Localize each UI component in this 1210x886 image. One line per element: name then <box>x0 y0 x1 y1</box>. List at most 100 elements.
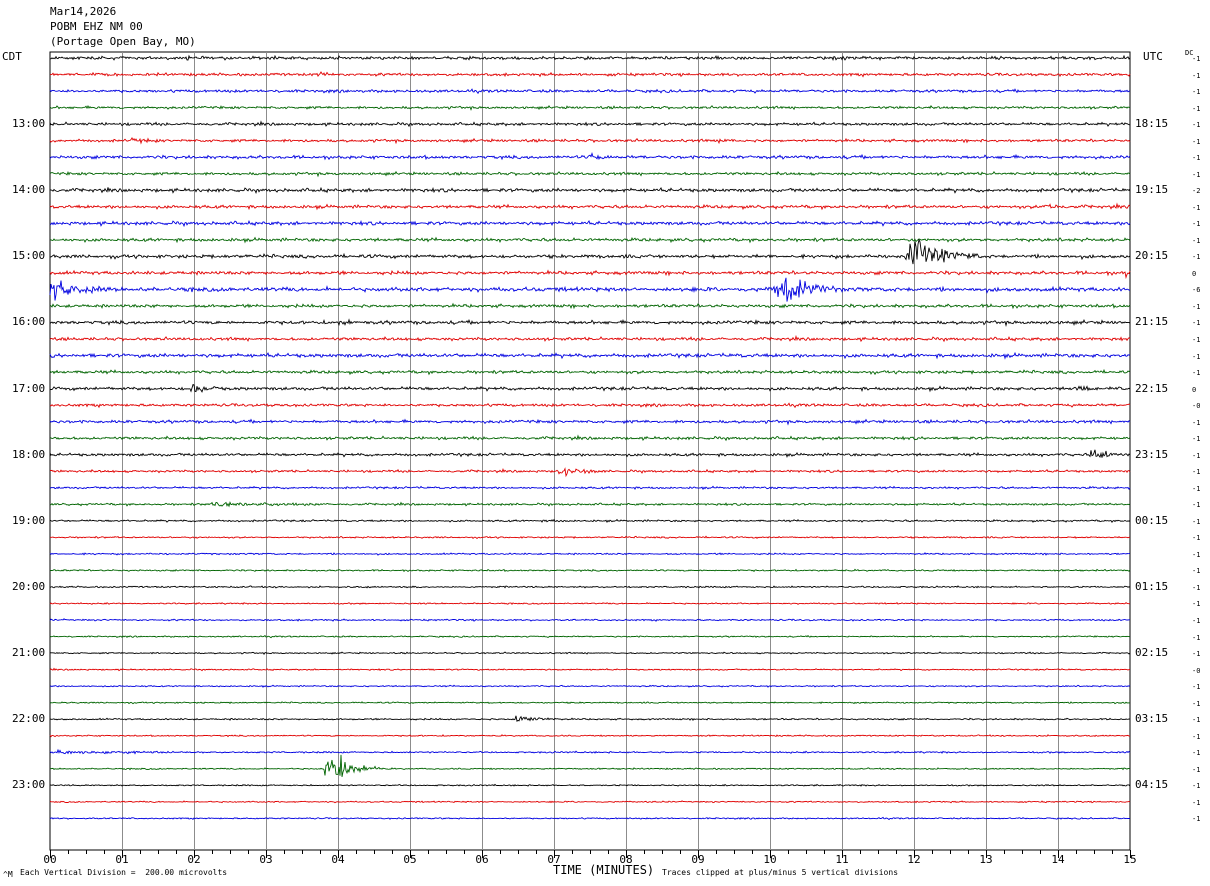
dc-offset-value: -6 <box>1192 286 1201 294</box>
trace-row <box>49 568 1131 573</box>
x-tick-label: 11 <box>835 853 848 866</box>
left-hour-label: 18:00 <box>12 448 46 461</box>
trace-row <box>49 684 1131 688</box>
trace-row <box>49 734 1130 738</box>
dc-offset-value: -1 <box>1192 303 1201 311</box>
left-hour-label: 19:00 <box>12 514 46 527</box>
trace-row <box>49 351 1131 360</box>
x-tick-label: 01 <box>115 853 128 866</box>
trace-row <box>49 651 1131 655</box>
trace-row <box>49 277 1131 302</box>
right-hour-label: 02:15 <box>1135 646 1169 659</box>
left-hour-label: 20:00 <box>12 580 46 593</box>
dc-offset-value: -1 <box>1192 634 1201 642</box>
dc-offset-value: -1 <box>1192 567 1201 575</box>
x-axis-title: TIME (MINUTES) <box>553 863 655 877</box>
minute-grid <box>49 51 1131 851</box>
x-tick-label: 15 <box>1123 853 1136 866</box>
trace-row <box>49 816 1131 821</box>
dc-offset-value: -1 <box>1192 171 1201 179</box>
dc-offset-value: -1 <box>1192 105 1201 113</box>
trace-row <box>49 518 1131 523</box>
x-tick-label: 12 <box>907 853 920 866</box>
right-hour-label: 03:15 <box>1135 712 1169 725</box>
dc-offset-value: -1 <box>1192 518 1201 526</box>
dc-offset-value: -1 <box>1192 121 1201 129</box>
dc-offset-value: -0 <box>1192 667 1201 675</box>
dc-offset-value: -1 <box>1192 534 1201 542</box>
dc-offset-value: -1 <box>1192 650 1201 658</box>
trace-row <box>49 667 1130 672</box>
right-hour-label: 19:15 <box>1135 183 1169 196</box>
trace-row <box>49 220 1131 228</box>
left-hour-label: 13:00 <box>12 117 46 130</box>
dc-offset-value: -1 <box>1192 452 1201 460</box>
left-hour-label: 22:00 <box>12 712 46 725</box>
x-tick-label: 02 <box>187 853 200 866</box>
trace-row <box>49 186 1131 195</box>
dc-offset-value: -1 <box>1192 88 1201 96</box>
x-tick-label: 06 <box>475 853 488 866</box>
trace-row <box>49 434 1131 442</box>
x-tick-label: 14 <box>1051 853 1065 866</box>
dc-offset-value: -1 <box>1192 501 1201 509</box>
trace-row <box>49 170 1131 178</box>
dc-offset-value: -1 <box>1192 551 1201 559</box>
dc-offset-label: DC <box>1185 49 1194 57</box>
dc-offset-value: -1 <box>1192 138 1201 146</box>
right-hour-label: 01:15 <box>1135 580 1169 593</box>
trace-row <box>49 701 1131 705</box>
clip-note: Traces clipped at plus/minus 5 vertical … <box>662 868 899 877</box>
dc-offset-value: -1 <box>1192 435 1201 443</box>
trace-row <box>49 368 1131 376</box>
trace-row <box>49 318 1131 328</box>
trace-row <box>49 418 1131 426</box>
trace-row <box>49 715 1131 723</box>
trace-row <box>49 236 1131 244</box>
trace-row <box>49 601 1131 606</box>
right-hour-label: 23:15 <box>1135 448 1169 461</box>
dc-offset-value: -1 <box>1192 336 1201 344</box>
trace-row <box>49 634 1131 639</box>
trace-row <box>49 269 1131 280</box>
right-timezone-label: UTC <box>1143 50 1163 63</box>
x-tick-label: 10 <box>763 853 776 866</box>
left-hour-label: 16:00 <box>12 315 46 328</box>
dc-offset-value: -1 <box>1192 485 1201 493</box>
dc-offset-value: -1 <box>1192 220 1201 228</box>
trace-row <box>49 120 1131 128</box>
dc-offset-value: -1 <box>1192 815 1201 823</box>
right-hour-label: 00:15 <box>1135 514 1169 527</box>
x-tick-label: 04 <box>331 853 345 866</box>
dc-offset-value: 0 <box>1192 386 1197 394</box>
x-tick-label: 07 <box>547 853 560 866</box>
dc-offset-value: -1 <box>1192 733 1201 741</box>
trace-row <box>50 535 1131 540</box>
dc-offset-value: -1 <box>1192 683 1201 691</box>
left-hour-label: 14:00 <box>12 183 46 196</box>
time-axis: 00 01 02 03 04 05 06 07 08 09 10 11 12 13 14 15 <box>43 850 1137 866</box>
dc-offset-value: -1 <box>1192 584 1201 592</box>
dc-offset-value: -1 <box>1192 716 1201 724</box>
trace-row <box>49 467 1131 478</box>
left-timezone-label: CDT <box>2 50 22 63</box>
left-hour-label: 17:00 <box>12 382 46 395</box>
dc-offset-value: -1 <box>1192 700 1201 708</box>
dc-offset-value: -1 <box>1192 617 1201 625</box>
trace-row <box>49 384 1131 393</box>
x-tick-label: 03 <box>259 853 272 866</box>
trace-row <box>49 585 1131 589</box>
trace-row <box>50 238 1131 265</box>
dc-offset-value: -1 <box>1192 369 1201 377</box>
right-hour-label: 21:15 <box>1135 315 1169 328</box>
trace-row <box>49 783 1131 787</box>
trace-row <box>49 449 1131 458</box>
x-tick-label: 00 <box>43 853 56 866</box>
dc-offset-value: 0 <box>1192 270 1197 278</box>
dc-offset-value: -1 <box>1192 749 1201 757</box>
dc-offset-value: -1 <box>1192 419 1201 427</box>
dc-offset-value: -0 <box>1192 402 1201 410</box>
dc-offset-value: -1 <box>1192 154 1201 162</box>
right-hour-label: 18:15 <box>1135 117 1169 130</box>
dc-offset-value: -1 <box>1192 600 1201 608</box>
